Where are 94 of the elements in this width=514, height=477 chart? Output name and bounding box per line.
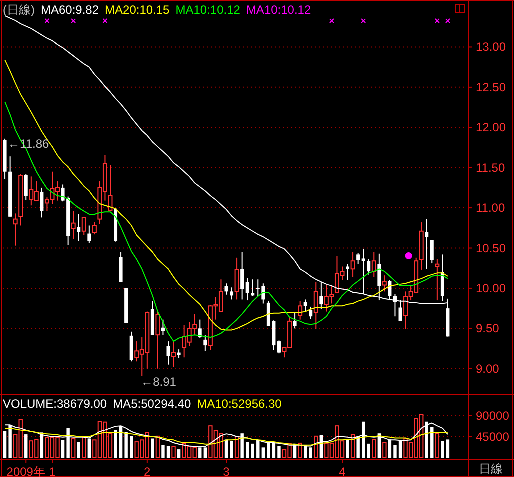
candlestick xyxy=(298,300,303,320)
bar xyxy=(382,442,387,458)
y-tick-label: 12.00 xyxy=(476,120,506,135)
candlestick xyxy=(161,319,165,336)
candlestick xyxy=(24,174,28,201)
bar xyxy=(166,446,170,458)
candlestick xyxy=(240,252,244,300)
annotation: MA10:10.12 xyxy=(246,3,312,17)
candlestick xyxy=(304,299,308,312)
x-tick-label: 1 xyxy=(49,465,56,477)
y-tick-label: 13.00 xyxy=(476,40,506,54)
candlestick xyxy=(88,225,92,244)
bar xyxy=(151,438,154,458)
bar xyxy=(156,436,160,458)
bar xyxy=(262,448,266,458)
y-tick-label: 10.50 xyxy=(476,241,506,256)
candlestick xyxy=(172,341,176,368)
y-tick-label: 45000 xyxy=(476,430,510,444)
y-tick-label: 11.50 xyxy=(476,160,506,175)
candlestick xyxy=(77,214,81,242)
bar xyxy=(130,436,134,458)
candlestick xyxy=(362,248,366,295)
bar xyxy=(77,442,80,458)
candlestick xyxy=(246,278,250,302)
bar xyxy=(278,446,281,458)
bar xyxy=(251,444,254,458)
candlestick xyxy=(382,275,387,292)
candlestick xyxy=(13,213,18,246)
bar xyxy=(3,431,7,458)
bar xyxy=(430,427,434,458)
candlestick xyxy=(356,252,360,265)
bar xyxy=(298,442,302,458)
candlestick xyxy=(309,306,313,320)
candlestick xyxy=(430,240,434,264)
candlestick xyxy=(204,334,208,352)
candlestick xyxy=(40,187,44,218)
bar xyxy=(246,442,250,458)
candlestick xyxy=(71,210,76,240)
bar xyxy=(394,445,397,458)
annotation: ←8.91 xyxy=(141,375,177,390)
y-tick-label: 90000 xyxy=(476,408,510,423)
candlestick xyxy=(378,253,382,302)
x-tick-label: 2 xyxy=(144,465,152,477)
series-label: MA60:9.82 xyxy=(40,3,100,17)
candlestick xyxy=(372,252,376,278)
text: MA10:52956.30 xyxy=(197,397,282,411)
bar xyxy=(446,440,450,458)
y-tick-label: 12.50 xyxy=(476,80,506,94)
candlestick xyxy=(82,217,86,236)
line-series xyxy=(4,428,448,446)
candlestick xyxy=(198,319,202,339)
x-tick-label: 3 xyxy=(223,465,230,477)
bar xyxy=(114,430,118,458)
y-tick-label: 10.00 xyxy=(476,281,506,296)
series-label: MA5:50294.40 xyxy=(113,397,192,411)
candlestick xyxy=(425,218,429,270)
candlestick xyxy=(156,310,160,370)
bar xyxy=(172,446,176,458)
y-tick-label: 9.00 xyxy=(476,362,500,376)
bar xyxy=(24,434,28,458)
candlestick xyxy=(367,259,371,276)
bar xyxy=(82,437,86,458)
candlestick xyxy=(435,259,440,302)
chart-title: (日線) xyxy=(3,3,35,17)
bar xyxy=(162,445,165,458)
bar xyxy=(230,441,234,458)
bar xyxy=(435,433,440,458)
bar xyxy=(367,444,370,458)
candlestick xyxy=(277,340,281,354)
bar xyxy=(61,440,65,458)
series-label: VOLUME:38679.00 xyxy=(3,397,108,411)
bar xyxy=(71,438,76,458)
candlestick xyxy=(293,312,297,330)
candlestick xyxy=(108,164,113,212)
candlestick xyxy=(234,257,240,300)
y-tick-label: 11.00 xyxy=(476,201,506,216)
candlestick xyxy=(314,282,318,330)
candlestick xyxy=(388,280,392,300)
candlestick xyxy=(224,283,228,296)
candlestick xyxy=(230,287,234,300)
y-tick-label: 9.50 xyxy=(476,322,500,336)
bar xyxy=(441,441,444,458)
text: MA20:10.15 xyxy=(105,3,170,17)
bar xyxy=(372,439,376,458)
text: MA10:10.12 xyxy=(176,3,241,17)
x-tick-label: 4 xyxy=(339,465,346,477)
candlestick xyxy=(350,252,356,278)
bar xyxy=(177,450,181,458)
bar xyxy=(346,440,350,458)
line-series xyxy=(4,60,448,331)
candlestick xyxy=(92,222,97,236)
bar xyxy=(124,432,128,458)
x-axis-title: 日線 xyxy=(479,462,503,476)
candlestick xyxy=(166,341,170,366)
